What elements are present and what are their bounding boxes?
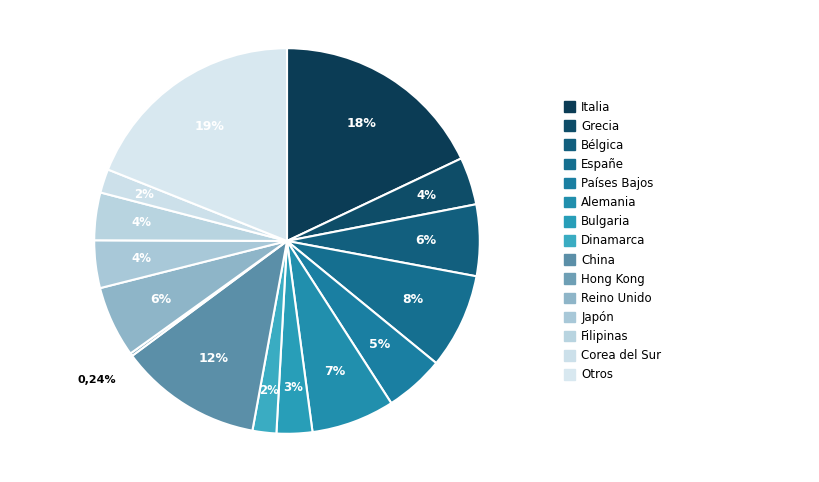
Text: 7%: 7% [324, 365, 345, 378]
Wedge shape [287, 241, 436, 403]
Wedge shape [287, 48, 460, 241]
Text: 4%: 4% [132, 215, 152, 228]
Legend: Italia, Grecia, Bélgica, Españe, Países Bajos, Alemania, Bulgaria, Dinamarca, Ch: Italia, Grecia, Bélgica, Españe, Países … [563, 101, 661, 381]
Wedge shape [287, 241, 391, 432]
Text: 19%: 19% [194, 120, 224, 133]
Text: 18%: 18% [346, 117, 376, 130]
Text: 8%: 8% [402, 293, 423, 306]
Text: 12%: 12% [198, 352, 229, 365]
Wedge shape [130, 241, 287, 356]
Wedge shape [100, 241, 287, 353]
Text: 2%: 2% [134, 187, 154, 201]
Text: 0,24%: 0,24% [78, 375, 116, 385]
Text: 6%: 6% [414, 234, 436, 247]
Wedge shape [100, 170, 287, 241]
Text: 4%: 4% [131, 252, 152, 265]
Text: 4%: 4% [416, 189, 436, 202]
Text: 5%: 5% [369, 338, 390, 351]
Wedge shape [287, 241, 476, 363]
Wedge shape [276, 241, 312, 434]
Wedge shape [94, 240, 287, 288]
Text: 3%: 3% [283, 381, 302, 394]
Text: 2%: 2% [259, 384, 279, 397]
Wedge shape [108, 48, 287, 241]
Wedge shape [132, 241, 287, 430]
Wedge shape [252, 241, 287, 433]
Text: 6%: 6% [151, 293, 171, 306]
Wedge shape [287, 159, 476, 241]
Wedge shape [94, 192, 287, 241]
Wedge shape [287, 204, 479, 276]
